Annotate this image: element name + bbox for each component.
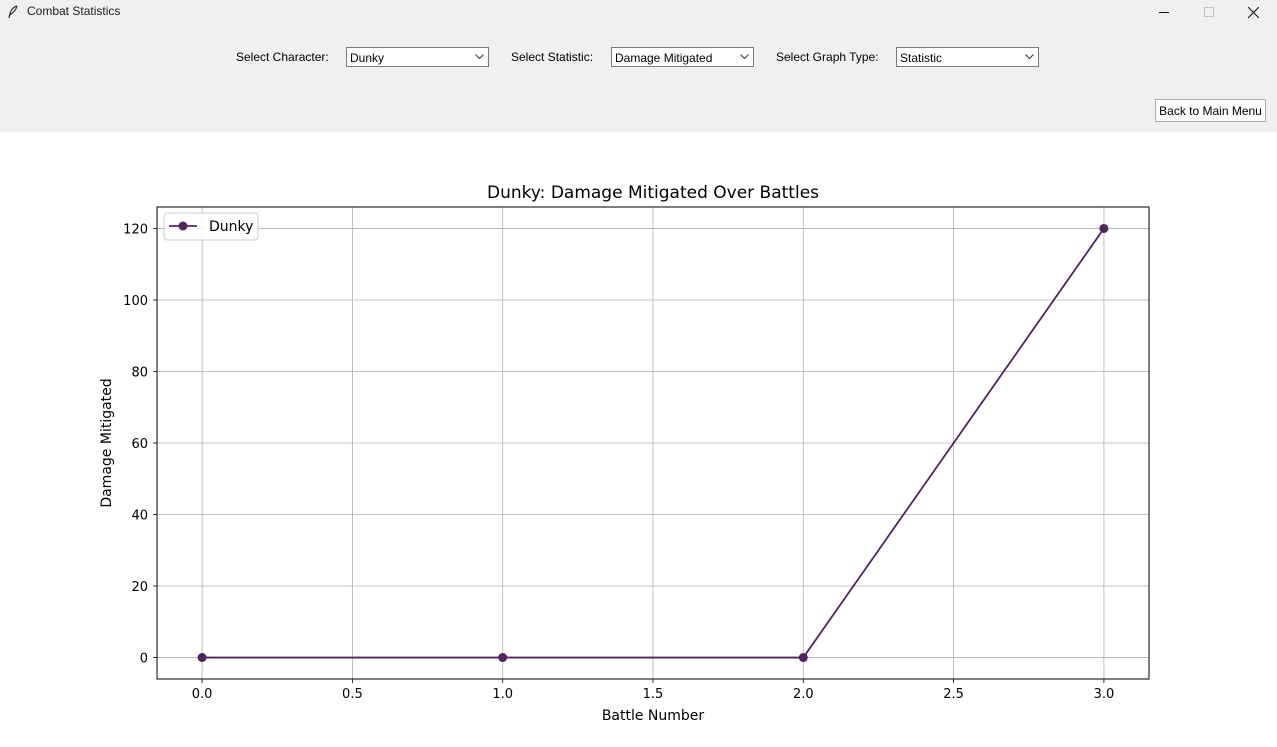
y-tick-label: 20 [131,580,148,595]
x-tick-label: 2.5 [943,687,964,702]
y-axis-label: Damage Mitigated [99,378,115,507]
data-point [798,653,808,663]
chevron-down-icon [1025,54,1034,60]
x-tick-label: 2.0 [793,687,814,702]
legend-label: Dunky [209,219,253,235]
chevron-down-icon [740,54,749,60]
x-tick-label: 3.0 [1094,687,1115,702]
data-point [1099,223,1109,233]
series-line [202,227,1105,659]
y-tick-label: 0 [140,652,148,667]
graph-type-select-value: Statistic [900,51,943,65]
y-tick-label: 120 [123,222,148,237]
minimize-button[interactable] [1141,0,1186,24]
feather-icon [8,5,18,19]
back-to-main-menu-button[interactable]: Back to Main Menu [1155,99,1266,122]
y-tick-label: 100 [123,294,148,309]
x-axis-label: Battle Number [602,708,705,724]
character-select-value: Dunky [350,51,385,65]
minimize-icon [1158,12,1169,13]
statistic-select-value: Damage Mitigated [615,51,713,65]
chevron-down-icon [475,54,484,60]
chart-title: Dunky: Damage Mitigated Over Battles [487,183,819,203]
legend-box [163,212,259,241]
close-icon [1248,6,1259,18]
controls-panel: Select Character: Dunky Select Statistic… [0,26,1277,132]
x-tick-label: 1.0 [492,687,513,702]
character-label: Select Character: [236,50,329,64]
character-select[interactable]: Dunky [346,47,489,67]
x-tick-label: 0.5 [342,687,363,702]
y-tick-label: 40 [131,509,148,524]
statistic-label: Select Statistic: [511,50,594,64]
maximize-button[interactable] [1186,0,1231,24]
statistic-select[interactable]: Damage Mitigated [611,47,754,67]
maximize-icon [1203,7,1214,17]
line-chart: 0.0 0.5 1.0 1.5 2.0 2.5 3.0 0 20 40 60 80 100 120 Dun… [99,183,1150,724]
window-title: Combat Statistics [27,4,121,18]
y-tick-label: 80 [131,365,148,380]
data-point [197,653,207,663]
graph-type-select[interactable]: Statistic [896,47,1039,67]
x-tick-label: 1.5 [643,687,664,702]
x-tick-label: 0.0 [192,687,213,702]
graph-type-label: Select Graph Type: [776,50,879,64]
data-point [498,653,508,663]
title-bar: Combat Statistics [0,0,1277,26]
y-tick-label: 60 [131,437,148,452]
close-button[interactable] [1231,0,1276,24]
legend-marker [178,221,188,231]
